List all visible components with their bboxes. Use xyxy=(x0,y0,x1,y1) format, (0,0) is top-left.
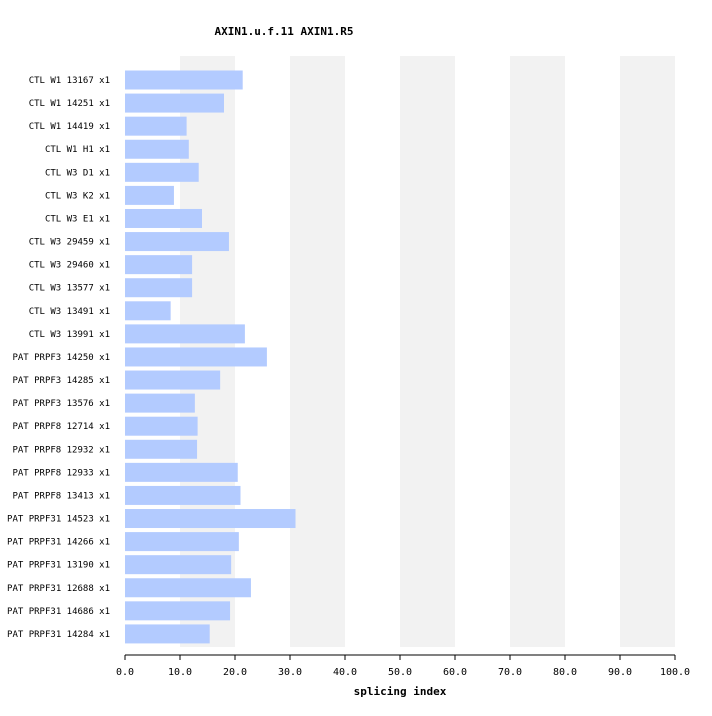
category-label: PAT PRPF3 13576 x1 xyxy=(12,399,110,409)
x-tick-label: 40.0 xyxy=(333,667,357,678)
category-label: CTL W3 13991 x1 xyxy=(29,330,110,340)
bar xyxy=(125,578,251,598)
bar xyxy=(125,208,202,228)
category-label: PAT PRPF31 14523 x1 xyxy=(7,515,110,525)
category-label: CTL W1 H1 x1 xyxy=(45,145,110,155)
bar xyxy=(125,347,267,367)
bar xyxy=(125,70,243,90)
category-label: CTL W3 D1 x1 xyxy=(45,168,110,178)
x-tick-label: 10.0 xyxy=(168,667,192,678)
bar xyxy=(125,485,241,505)
x-tick-label: 0.0 xyxy=(116,667,134,678)
category-label: CTL W1 13167 x1 xyxy=(29,76,110,86)
category-label: PAT PRPF31 13190 x1 xyxy=(7,561,110,571)
category-label: CTL W1 14419 x1 xyxy=(29,122,110,132)
bar xyxy=(125,185,174,205)
bar xyxy=(125,439,198,459)
bar xyxy=(125,462,238,482)
bar xyxy=(125,232,229,252)
bar xyxy=(125,116,187,136)
bar xyxy=(125,532,239,552)
chart-title: AXIN1.u.f.11 AXIN1.R5 xyxy=(214,25,353,38)
x-tick-label: 30.0 xyxy=(278,667,302,678)
grid-band xyxy=(400,56,455,647)
x-tick-label: 100.0 xyxy=(660,667,690,678)
bar xyxy=(125,162,199,182)
bar xyxy=(125,601,231,621)
grid-band xyxy=(290,56,345,647)
category-label: PAT PRPF3 14250 x1 xyxy=(12,353,110,363)
bar xyxy=(125,93,224,113)
bars xyxy=(125,70,296,644)
bar xyxy=(125,509,296,529)
grid-bands xyxy=(180,56,675,647)
x-tick-label: 80.0 xyxy=(553,667,577,678)
category-label: CTL W3 E1 x1 xyxy=(45,214,110,224)
x-axis-label: splicing index xyxy=(354,685,447,698)
x-tick-label: 60.0 xyxy=(443,667,467,678)
grid-band xyxy=(620,56,675,647)
x-tick-label: 90.0 xyxy=(608,667,632,678)
category-label: CTL W3 13491 x1 xyxy=(29,307,110,317)
category-label: PAT PRPF31 14686 x1 xyxy=(7,607,110,617)
x-axis: 0.0 10.0 20.0 30.0 40.0 50.0 60.0 70.0 80.0 90.0 1… xyxy=(116,654,690,678)
bar xyxy=(125,624,210,644)
bar xyxy=(125,324,245,344)
bar xyxy=(125,139,189,159)
bar xyxy=(125,393,195,413)
category-label: CTL W3 13577 x1 xyxy=(29,284,110,294)
bar xyxy=(125,555,232,575)
category-label: PAT PRPF8 13413 x1 xyxy=(12,491,110,501)
category-label: PAT PRPF31 14266 x1 xyxy=(7,538,110,548)
x-tick-label: 70.0 xyxy=(498,667,522,678)
bar xyxy=(125,370,221,390)
category-label: PAT PRPF31 12688 x1 xyxy=(7,584,110,594)
bar xyxy=(125,278,193,298)
bar xyxy=(125,301,171,321)
category-label: PAT PRPF31 14284 x1 xyxy=(7,630,110,640)
grid-band xyxy=(510,56,565,647)
x-tick-label: 50.0 xyxy=(388,667,412,678)
category-label: PAT PRPF8 12932 x1 xyxy=(12,445,110,455)
bar xyxy=(125,416,198,436)
category-label: CTL W3 K2 x1 xyxy=(45,191,110,201)
category-label: PAT PRPF8 12933 x1 xyxy=(12,468,110,478)
x-tick-label: 20.0 xyxy=(223,667,247,678)
category-label: PAT PRPF3 14285 x1 xyxy=(12,376,110,386)
category-label: CTL W1 14251 x1 xyxy=(29,99,110,109)
category-label: CTL W3 29460 x1 xyxy=(29,261,110,271)
bar xyxy=(125,255,193,275)
category-label: CTL W3 29459 x1 xyxy=(29,238,110,248)
category-labels: CTL W1 13167 x1 CTL W1 14251 x1 CTL W1 144… xyxy=(7,76,110,640)
category-label: PAT PRPF8 12714 x1 xyxy=(12,422,110,432)
